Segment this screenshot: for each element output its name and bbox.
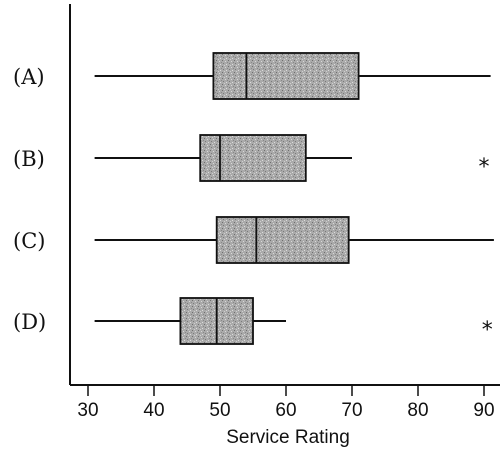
iqr-box: [212, 52, 360, 100]
x-tick-label: 60: [275, 400, 296, 421]
x-axis-title: Service Rating: [226, 427, 350, 448]
x-tick-label: 30: [77, 400, 98, 421]
x-tick-label: 80: [407, 400, 428, 421]
iqr-box: [215, 216, 350, 264]
x-tick-label: 90: [473, 400, 494, 421]
box-group: (A): [13, 52, 491, 100]
category-label: (D): [13, 310, 46, 334]
category-label: (B): [13, 147, 45, 171]
x-tick-label: 40: [143, 400, 164, 421]
outlier-marker: *: [482, 318, 493, 343]
x-ticks: 30 40 50 60 70 80 90: [77, 385, 495, 421]
outlier-marker: *: [479, 155, 490, 180]
iqr-box: [199, 134, 307, 182]
box-group: (D) *: [13, 297, 493, 345]
x-tick-label: 50: [209, 400, 230, 421]
box-group: (C): [13, 216, 494, 264]
box-group: (B) *: [13, 134, 490, 182]
category-label: (A): [13, 65, 45, 89]
category-label: (C): [13, 229, 45, 253]
boxes: (A) (B) * (C) (D) *: [13, 52, 494, 345]
x-tick-label: 70: [341, 400, 362, 421]
